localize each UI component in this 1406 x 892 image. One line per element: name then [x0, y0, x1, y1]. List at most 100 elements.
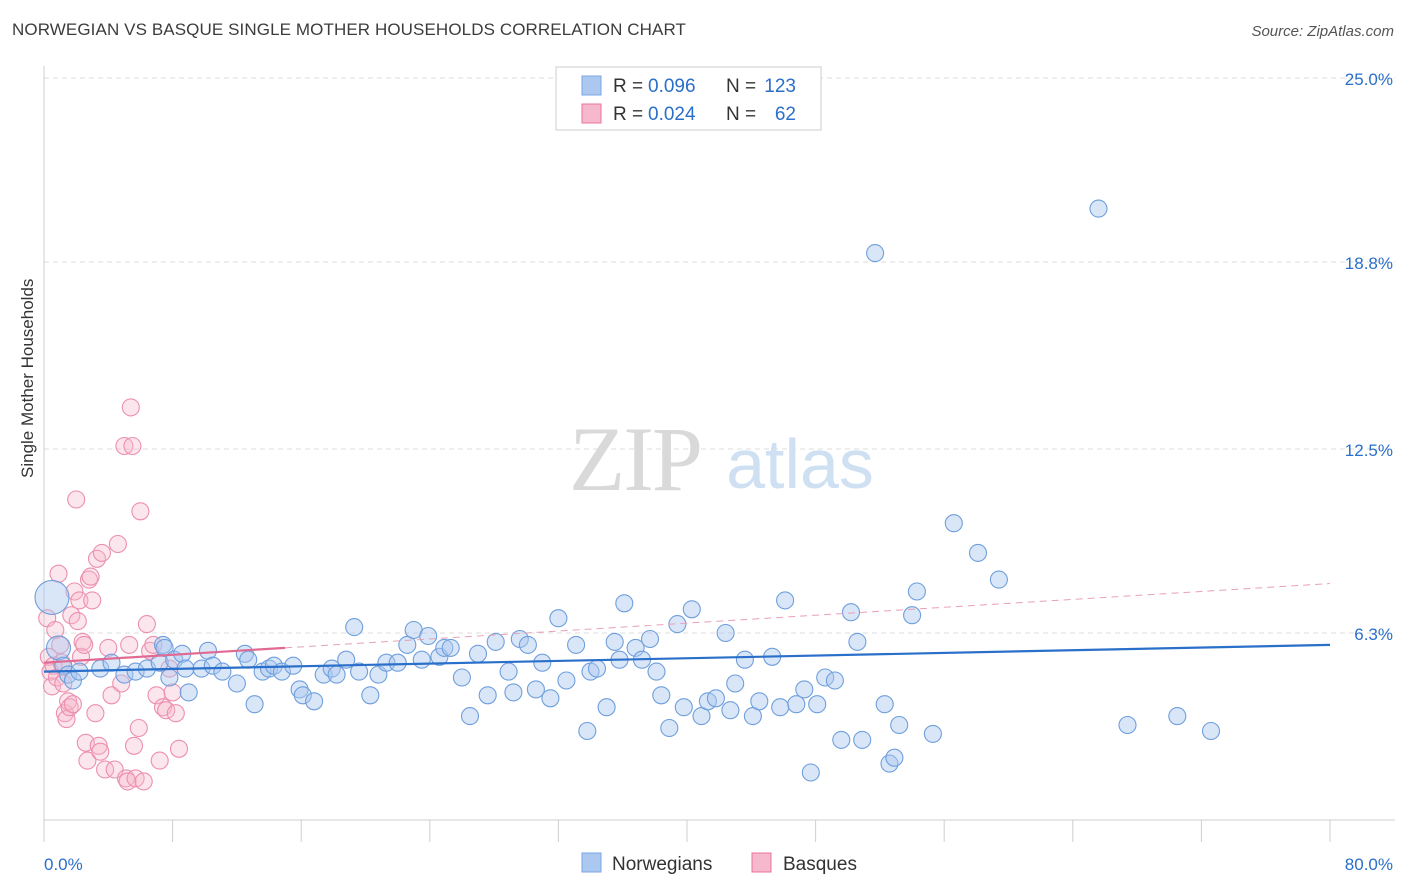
point-norwegians-26 — [245, 695, 264, 714]
point-norwegians-25 — [239, 650, 258, 669]
tick-labels: 6.3% 12.5% 18.8% 25.0% 0.0% 80.0% — [44, 70, 1393, 874]
point-norwegians-103 — [848, 632, 867, 651]
point-norwegians-23 — [227, 674, 246, 693]
point-norwegians-115 — [989, 570, 1008, 589]
point-norwegians-78 — [652, 686, 671, 705]
trend-line-norwegians — [43, 643, 1331, 673]
point-norwegians-104 — [853, 730, 872, 749]
legend-r-label-norwegians: R = — [613, 76, 643, 97]
point-norwegians-113 — [944, 514, 963, 533]
point-norwegians-9 — [126, 662, 145, 681]
point-norwegians-48 — [419, 626, 438, 646]
point-norwegians-36 — [322, 659, 341, 678]
trend-line-basques — [43, 646, 286, 664]
legend-bottom-label-norwegians: Norwegians — [612, 854, 712, 875]
point-norwegians-37 — [327, 665, 346, 684]
point-norwegians-86 — [716, 623, 735, 643]
point-norwegians-40 — [350, 662, 369, 681]
point-norwegians-58 — [504, 683, 523, 702]
point-norwegians-47 — [412, 650, 431, 669]
point-basques-27 — [81, 567, 100, 586]
point-norwegians-105 — [866, 244, 885, 263]
point-norwegians-56 — [486, 632, 505, 651]
point-norwegians-102 — [841, 603, 861, 622]
y-tick-label-2: 18.8% — [1345, 254, 1393, 273]
point-norwegians-74 — [626, 638, 645, 657]
point-basques-30 — [87, 549, 107, 568]
legend-bottom-label-basques: Basques — [783, 854, 857, 875]
gridlines — [44, 77, 1395, 634]
point-norwegians-109 — [890, 715, 909, 735]
series-legend: Norwegians Basques — [581, 852, 857, 875]
point-norwegians-70 — [597, 698, 616, 717]
point-norwegians-62 — [533, 653, 552, 672]
point-basques-14 — [60, 698, 79, 717]
point-basques-59 — [163, 683, 182, 702]
point-basques-13 — [59, 692, 78, 711]
y-tick-label-0: 6.3% — [1354, 625, 1393, 644]
point-basques-46 — [124, 736, 144, 755]
point-basques-38 — [108, 534, 127, 554]
point-basques-43 — [120, 635, 139, 654]
point-norwegians-64 — [549, 609, 568, 628]
point-basques-36 — [102, 686, 121, 705]
point-norwegians-57 — [499, 662, 518, 681]
point-basques-49 — [131, 502, 150, 521]
point-norwegians-87 — [721, 701, 740, 720]
point-norwegians-13 — [155, 638, 174, 657]
point-norwegians-14 — [160, 668, 179, 687]
point-basques-60 — [166, 704, 185, 723]
point-norwegians-110 — [903, 606, 922, 625]
point-norwegians-51 — [441, 638, 460, 657]
point-norwegians-116 — [1089, 199, 1108, 218]
point-norwegians-81 — [674, 698, 693, 717]
point-norwegians-96 — [795, 680, 814, 699]
point-norwegians-41 — [361, 686, 380, 705]
x-tick-label-0: 0.0% — [44, 855, 83, 874]
point-norwegians-52 — [452, 668, 471, 687]
x-tick-label-1: 80.0% — [1345, 855, 1393, 874]
point-basques-48 — [129, 718, 148, 738]
point-norwegians-0 — [34, 579, 70, 615]
point-norwegians-99 — [816, 668, 835, 687]
point-norwegians-65 — [557, 671, 576, 690]
point-basques-22 — [73, 632, 92, 651]
point-basques-53 — [144, 635, 163, 654]
point-basques-25 — [78, 751, 97, 770]
point-basques-29 — [86, 704, 105, 723]
point-norwegians-98 — [808, 695, 827, 714]
point-basques-18 — [67, 490, 86, 509]
legend-bottom-swatch-norwegians — [581, 852, 602, 873]
y-axis-label: Single Mother Households — [18, 278, 37, 478]
point-basques-28 — [83, 591, 102, 610]
point-basques-7 — [49, 564, 68, 583]
chart-title: NORWEGIAN VS BASQUE SINGLE MOTHER HOUSEH… — [12, 20, 687, 39]
point-basques-20 — [70, 591, 89, 610]
legend-n-label-norwegians: N = — [726, 76, 756, 97]
point-norwegians-53 — [460, 707, 480, 726]
point-norwegians-18 — [179, 683, 198, 702]
point-norwegians-100 — [825, 671, 844, 690]
point-norwegians-95 — [787, 695, 806, 714]
point-basques-34 — [96, 760, 115, 779]
axes — [43, 66, 1395, 842]
point-norwegians-88 — [726, 674, 745, 693]
point-basques-26 — [79, 570, 99, 589]
point-norwegians-66 — [567, 635, 586, 654]
point-norwegians-94 — [776, 591, 795, 610]
point-norwegians-7 — [102, 653, 121, 672]
point-norwegians-69 — [587, 659, 607, 678]
point-norwegians-22 — [213, 662, 232, 681]
point-norwegians-97 — [801, 763, 820, 782]
point-basques-45 — [123, 436, 142, 456]
point-norwegians-21 — [203, 656, 222, 675]
point-norwegians-34 — [305, 692, 324, 711]
point-norwegians-101 — [832, 730, 851, 749]
point-norwegians-60 — [518, 635, 537, 654]
legend-swatch-norwegians — [581, 75, 602, 96]
point-basques-16 — [63, 695, 82, 714]
point-norwegians-106 — [875, 695, 894, 714]
point-norwegians-117 — [1118, 715, 1137, 735]
watermark: ZIP atlas — [569, 408, 874, 510]
